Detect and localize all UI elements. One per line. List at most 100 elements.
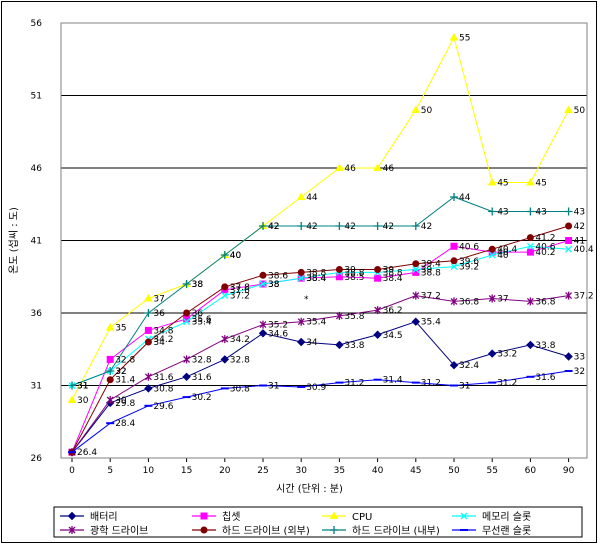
series-6-label: 43 [535,208,546,218]
series-3-label: 35.4 [192,318,212,328]
series-6-label: 42 [306,222,317,232]
series-4 [68,291,573,457]
series-0-label: 33.8 [344,341,364,351]
series-1-point [526,248,534,256]
series-7 [68,370,573,454]
series-1-label: 38.5 [344,273,364,283]
x-tick-label: 20 [219,466,231,476]
series-3-label: 40.6 [535,242,555,252]
y-tick-label: 51 [31,92,42,102]
series-2-label: 30 [77,396,89,406]
legend-marker [68,526,76,534]
series-4-point [183,355,191,364]
x-tick-label: 45 [410,466,421,476]
series-4-point [335,311,343,320]
series-2-label: 50 [574,106,586,116]
series-0-label: 33 [574,353,585,363]
series-5-point [144,338,152,346]
series-0-label: 31.6 [192,373,212,383]
legend-marker [200,526,208,534]
series-2-point [564,105,573,113]
series-4-point [221,335,229,344]
series-7-label: 29.6 [153,402,173,412]
series-4-point [526,297,534,306]
series-6 [68,193,573,390]
series-2-point [373,163,382,171]
series-3-point [565,245,573,253]
y-tick-label: 46 [31,164,43,174]
series-0-label: 26.4 [77,448,97,458]
series-1-point [450,242,458,250]
series-4-point [488,294,496,303]
series-6-label: 43 [497,208,508,218]
legend-item: 하드 드라이브 (외부) [192,524,310,537]
series-5-point [183,309,191,317]
series-4-label: 30 [115,396,127,406]
series-1-point [106,355,114,363]
series-6-label: 38 [192,280,204,290]
series-4-label: 36.2 [383,306,403,316]
series-2-label: 44 [306,193,318,203]
series-4-line [71,295,569,453]
series-0-point [411,317,421,326]
series-4-label: 31.6 [153,373,173,383]
series-6-point [335,222,344,230]
series-0-label: 33.8 [535,341,555,351]
series-4-label: 35.8 [344,312,364,322]
series-6-label: 42 [268,222,279,232]
series-1-point [374,274,382,282]
series-7-label: 31.2 [497,379,517,389]
legend-label: 무선랜 슬롯 [482,525,531,537]
series-2-point [335,163,344,171]
series-6-point [220,251,229,259]
x-tick-label: 40 [372,466,384,476]
x-tick-label: 35 [334,466,345,476]
series-2 [67,33,573,403]
series-5-line [71,225,569,453]
series-1-label: 38.8 [421,268,441,278]
series-5-label: 37.8 [230,283,250,293]
series-2-point [487,178,497,186]
y-tick-label: 41 [31,237,42,247]
series-3-label: 32 [115,367,126,377]
legend-item: 하드 드라이브 (내부) [322,524,440,537]
y-axis-title: 온도 (섭씨 : 도) [8,207,20,274]
series-7-label: 32 [574,367,585,377]
series-7-label: 30.8 [230,384,250,394]
legend-item: 무선랜 슬롯 [452,525,531,537]
series-0-point [220,355,230,364]
x-tick-label: 60 [525,466,537,476]
series-6-label: 42 [421,222,432,232]
series-0-point [487,349,497,358]
series-5-point [565,222,573,230]
series-0-point [144,384,153,393]
legend-item: 칩셋 [192,511,240,523]
legend-label: 배터리 [90,511,118,523]
series-7-label: 28.4 [115,419,135,429]
series-6-point [450,193,458,201]
series-4-label: 35.4 [306,318,326,328]
series-2-label: 46 [344,164,356,174]
legend-label: CPU [352,512,372,523]
series-0-point [449,360,459,370]
series-4-label: 36.8 [535,297,555,307]
series-1-point [335,273,343,281]
series-3-point [412,266,420,273]
plot-area [60,22,588,459]
legend-label: 하드 드라이브 (외부) [222,524,310,537]
series-2-label: 45 [535,179,546,189]
series-5-label: 38.6 [268,271,288,281]
series-1-label: 37.6 [230,286,250,296]
series-0-label: 34 [306,338,318,348]
series-1-label: 35.6 [192,315,212,325]
series-6-point [373,222,382,230]
series-3-point [450,263,458,271]
x-tick-label: 90 [563,466,575,476]
stray-mark: * [304,295,309,305]
series-5-point [412,260,420,268]
series-0-label: 32.8 [230,355,250,365]
series-3-label: 31 [77,382,88,392]
series-3-label: 38.8 [344,268,364,278]
